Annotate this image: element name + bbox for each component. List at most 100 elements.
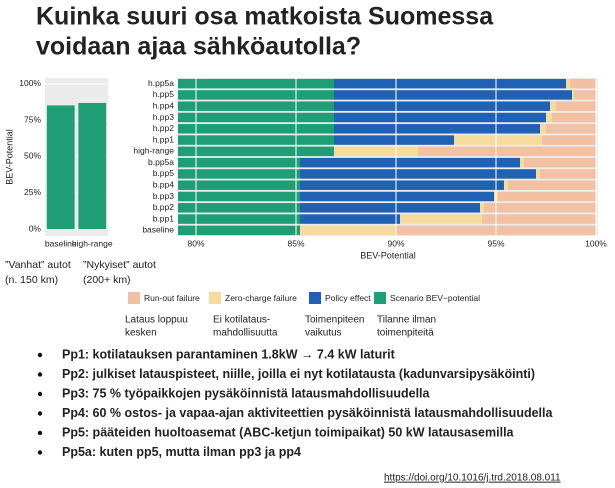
bar-segment xyxy=(546,124,596,134)
bar-segment xyxy=(540,124,546,134)
bar-segment xyxy=(504,180,508,190)
bullet-dot xyxy=(37,352,43,358)
bar-segment xyxy=(178,112,334,123)
bar-segment xyxy=(334,101,550,111)
bar-segment xyxy=(400,214,482,224)
bar-segment xyxy=(178,203,300,213)
legend-note: Toimenpiteen xyxy=(305,315,364,326)
y-tick-label: b.pp2 xyxy=(153,202,175,212)
bar-segment xyxy=(300,157,520,168)
bar-segment xyxy=(334,124,540,134)
bar-segment xyxy=(570,78,596,89)
bullet-text: Pp3: 75 % työpaikkojen pysäköinnistä lat… xyxy=(62,386,431,400)
bar-segment xyxy=(178,180,300,190)
bullet-dot xyxy=(37,430,43,436)
y-tick-label: h.pp5a xyxy=(148,78,174,88)
bar-segment xyxy=(556,101,596,111)
bar-segment xyxy=(178,124,334,134)
x-axis-label: BEV-Potential xyxy=(360,250,416,260)
bars xyxy=(178,78,596,236)
legend-label: Zero-charge failure xyxy=(225,293,297,303)
legend-note: Ei kotilataus- xyxy=(213,315,270,326)
bullet-dot xyxy=(37,391,43,397)
y-tick-label: h.pp4 xyxy=(153,100,175,110)
y-tick-label: 50% xyxy=(24,151,41,161)
bar-caption: (200+ km) xyxy=(83,274,131,286)
legend-label: Scenario BEV−potential xyxy=(390,293,480,303)
y-tick-label: baseline xyxy=(142,225,174,235)
bar-segment xyxy=(178,135,334,145)
y-tick-label: high-range xyxy=(133,146,174,156)
bar-segment xyxy=(550,101,556,111)
bar-segment xyxy=(546,112,552,123)
bar-segment xyxy=(300,180,504,190)
legend-note: Lataus loppuu xyxy=(125,315,188,326)
bar-segment xyxy=(178,214,300,224)
y-tick-label: h.pp3 xyxy=(153,112,175,122)
legend-swatch xyxy=(309,292,321,304)
y-tick-label: 0% xyxy=(29,223,42,233)
bar-caption: ”Vanhat” autot xyxy=(5,259,71,271)
y-tick-label: b.pp5a xyxy=(148,157,174,167)
bar-segment xyxy=(482,214,596,224)
slide-title: voidaan ajaa sähköautolla? xyxy=(36,33,361,61)
y-tick-label: b.pp3 xyxy=(153,191,175,201)
legend-note: vaikutus xyxy=(305,328,342,339)
bar-segment xyxy=(300,203,480,213)
y-tick-label: 75% xyxy=(24,114,41,124)
bar-segment xyxy=(300,191,494,202)
bar-segment xyxy=(520,157,524,168)
bar-segment xyxy=(498,191,596,202)
bar-segment xyxy=(524,157,596,168)
bar-segment xyxy=(178,146,334,157)
bullet-dot xyxy=(37,411,43,416)
y-tick-label: b.pp4 xyxy=(153,179,175,189)
bar-segment xyxy=(334,146,418,157)
bullet-text: Pp5a: kuten pp5, mutta ilman pp3 ja pp4 xyxy=(62,445,301,459)
legend-swatch xyxy=(128,292,140,304)
bar-segment xyxy=(566,78,570,89)
bar xyxy=(78,102,107,230)
legend-note: Tilanne ilman xyxy=(377,315,436,326)
bar-segment xyxy=(178,157,300,168)
x-tick-label: 90% xyxy=(387,238,404,248)
bullet-text: Pp1: kotilatauksen parantaminen 1.8kW → … xyxy=(62,347,396,361)
y-tick-label: h.pp2 xyxy=(153,123,175,133)
legend-note: mahdollisuutta xyxy=(213,328,278,339)
bullet-text: Pp2: julkiset latauspisteet, niille, joi… xyxy=(62,367,535,381)
x-tick-label: 95% xyxy=(487,238,504,248)
legend-label: Run-out failure xyxy=(144,293,200,303)
x-tick-label: 100% xyxy=(585,238,607,248)
legend-note: kesken xyxy=(125,328,157,339)
y-tick-label: b.pp5 xyxy=(153,168,175,178)
bar-segment xyxy=(480,203,484,213)
y-tick-label: 25% xyxy=(24,187,41,197)
bar-segment xyxy=(178,101,334,111)
x-tick-label: 85% xyxy=(287,238,304,248)
slide-title: Kuinka suuri osa matkoista Suomessa xyxy=(36,3,494,31)
legend-swatch xyxy=(209,292,221,304)
legend-note: toimenpiteitä xyxy=(377,328,434,339)
legend-label: Policy effect xyxy=(325,293,371,303)
bar-segment xyxy=(454,135,542,145)
x-tick-label: 80% xyxy=(187,238,204,248)
bar-segment xyxy=(484,203,596,213)
bar-segment xyxy=(542,135,596,145)
bar-caption: ”Nykyiset” autot xyxy=(83,259,156,271)
y-tick-label: h.pp1 xyxy=(153,134,175,144)
bar-segment xyxy=(574,90,596,100)
bullet-text: Pp5: pääteiden huoltoasemat (ABC-ketjun … xyxy=(62,425,515,439)
x-tick-label: baseline xyxy=(45,238,77,248)
bullet-dot xyxy=(37,372,43,377)
doi-link[interactable]: https://doi.org/10.1016/j.trd.2018.08.01… xyxy=(384,473,561,484)
bar-segment xyxy=(178,169,300,179)
bar-segment xyxy=(178,225,300,236)
bar-segment xyxy=(418,146,596,157)
bar-segment xyxy=(536,169,540,179)
y-axis-label: BEV-Potential xyxy=(4,129,14,185)
bullet-text: Pp4: 60 % ostos- ja vapaa-ajan aktivitee… xyxy=(62,406,553,420)
legend-swatch xyxy=(374,292,386,304)
bar-segment xyxy=(552,112,596,123)
y-tick-label: h.pp5 xyxy=(153,89,175,99)
